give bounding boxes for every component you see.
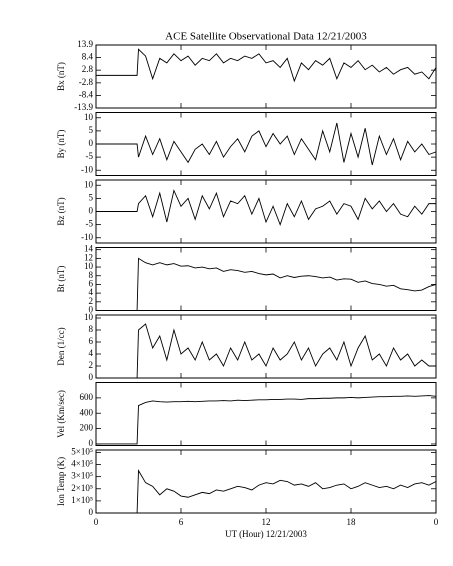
data-line	[96, 323, 436, 379]
y-tick-label: 0	[89, 438, 94, 448]
x-tick-label: 6	[179, 517, 184, 527]
y-tick-label: 4	[89, 348, 94, 358]
y-tick-label: -10	[81, 164, 93, 174]
data-line	[96, 257, 437, 311]
panel-frame	[95, 112, 437, 176]
y-tick-label: 1×10⁵	[71, 495, 93, 505]
y-tick-label: 10	[84, 112, 94, 122]
data-line	[96, 189, 436, 226]
y-axis-label: Bz (nT)	[56, 197, 66, 225]
panel-frame	[95, 44, 437, 109]
x-tick-label: 0	[434, 517, 439, 527]
data-line	[96, 395, 437, 445]
y-axis-label: Bt (nT)	[56, 266, 66, 293]
y-tick-label: -5	[86, 219, 94, 229]
chart-title: ACE Satellite Observational Data 12/21/2…	[165, 31, 367, 43]
y-tick-label: -5	[86, 151, 94, 161]
data-line	[96, 469, 437, 514]
y-tick-label: 8	[89, 270, 94, 280]
x-tick-label: 12	[262, 517, 271, 527]
y-tick-label: 600	[80, 392, 94, 402]
y-tick-label: -8.4	[79, 90, 94, 100]
panel-frame	[95, 314, 437, 379]
y-tick-label: 200	[80, 423, 94, 433]
panel-frame	[95, 179, 437, 244]
y-axis-label: Bx (nT)	[56, 62, 66, 91]
y-tick-label: 8	[89, 324, 94, 334]
y-tick-label: 4×10⁵	[71, 459, 93, 469]
y-axis-label: Vel (Km/sec)	[56, 390, 66, 438]
y-tick-label: 2	[89, 296, 94, 306]
y-tick-label: -10	[81, 232, 93, 242]
y-tick-label: 2	[89, 360, 94, 370]
y-tick-label: 5	[89, 125, 94, 135]
y-tick-label: 8.4	[82, 52, 94, 62]
y-tick-label: 0	[89, 507, 94, 517]
y-axis-label: Ion Temp (K)	[56, 457, 66, 506]
y-axis-label: Den (1/cc)	[56, 327, 66, 365]
y-tick-label: -2.8	[79, 77, 94, 87]
y-tick-label: 0	[89, 372, 94, 382]
y-tick-label: 6	[89, 336, 94, 346]
y-tick-label: 4	[89, 287, 94, 297]
y-tick-label: 2.8	[82, 64, 94, 74]
x-axis-label: UT (Hour) 12/21/2003	[225, 529, 307, 539]
y-tick-label: 0	[89, 138, 94, 148]
y-tick-label: 5×10⁵	[71, 446, 93, 456]
y-tick-label: 400	[80, 407, 94, 417]
y-tick-label: 0	[89, 206, 94, 216]
y-tick-label: 13.9	[77, 39, 93, 49]
data-line	[96, 48, 437, 83]
y-tick-label: 10	[84, 261, 94, 271]
y-tick-label: 2×10⁵	[71, 483, 93, 493]
panel-frame	[95, 449, 437, 514]
y-tick-label: 6	[89, 278, 94, 288]
x-tick-label: 0	[94, 517, 99, 527]
y-tick-label: 3×10⁵	[71, 471, 93, 481]
x-tick-label: 18	[347, 517, 357, 527]
y-tick-label: 12	[84, 252, 93, 262]
y-tick-label: 10	[84, 179, 94, 189]
y-tick-label: 10	[84, 312, 94, 322]
y-axis-label: By (nT)	[56, 130, 66, 159]
y-tick-label: 14	[84, 244, 94, 254]
y-tick-label: 5	[89, 192, 94, 202]
data-line	[96, 122, 437, 166]
panel-frame	[95, 382, 437, 446]
y-tick-label: -13.9	[74, 102, 93, 112]
panel-frame	[95, 247, 437, 311]
y-tick-label: 0	[89, 305, 94, 315]
